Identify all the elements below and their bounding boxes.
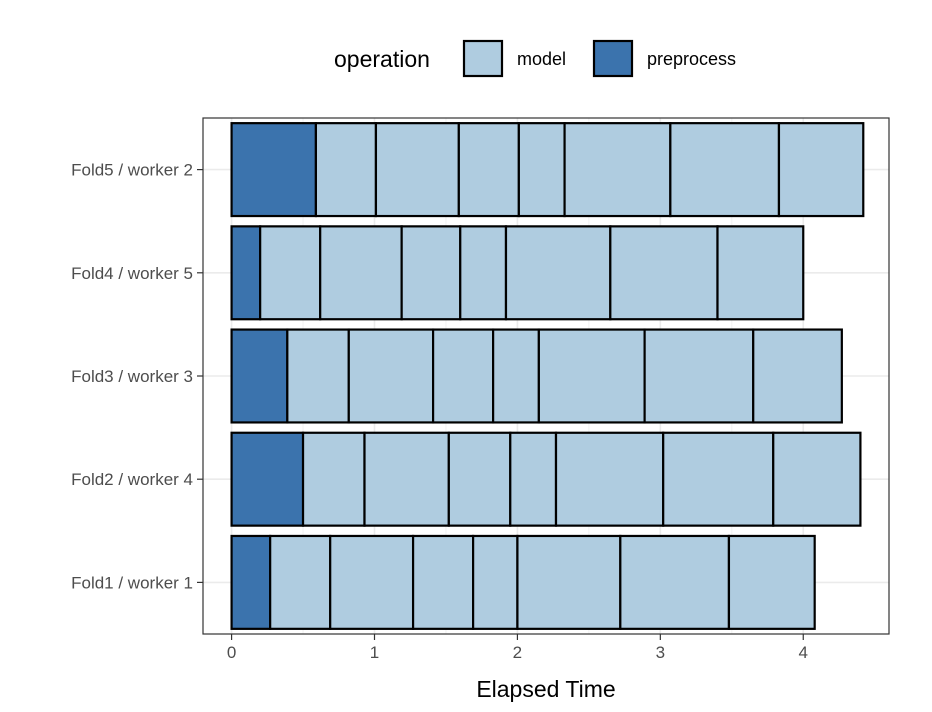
bar-segment-preprocess <box>230 534 272 630</box>
bar-segment-model <box>269 534 332 630</box>
x-axis: 0 1 2 3 4 <box>227 634 808 662</box>
y-axis: Fold1 / worker 1 Fold2 / worker 4 Fold3 / … <box>71 161 203 592</box>
bar-segment-model <box>662 431 775 527</box>
bar-segment-model <box>411 534 475 630</box>
legend-title: operation <box>334 46 430 72</box>
y-tick-label: Fold1 / worker 1 <box>71 573 193 592</box>
y-tick-label: Fold5 / worker 2 <box>71 161 193 180</box>
bar-segment-preprocess <box>230 225 262 321</box>
bar-segment-preprocess <box>230 122 318 218</box>
bar-group <box>230 534 816 630</box>
bar-segment-model <box>259 225 322 321</box>
legend-keys: model preprocess <box>462 39 736 78</box>
bar-segment-model <box>643 328 755 424</box>
y-tick-label: Fold3 / worker 3 <box>71 367 193 386</box>
bar-segment-model <box>504 225 612 321</box>
bar-segment-model <box>286 328 350 424</box>
bar-segment-model <box>517 122 566 218</box>
bar-segment-model <box>347 328 435 424</box>
bar-segment-model <box>301 431 366 527</box>
bar-segment-model <box>492 328 540 424</box>
legend-label-model: model <box>517 49 566 69</box>
y-tick-label: Fold4 / worker 5 <box>71 264 193 283</box>
bar-segment-model <box>537 328 646 424</box>
bar-segment-model <box>319 225 403 321</box>
bar-segment-model <box>619 534 731 630</box>
bar-segment-model <box>400 225 462 321</box>
bar-segment-model <box>752 328 843 424</box>
bar-segment-model <box>669 122 781 218</box>
bar-group <box>230 328 843 424</box>
x-axis-title: Elapsed Time <box>476 676 615 702</box>
bar-segment-preprocess <box>230 328 289 424</box>
bar-segment-model <box>457 122 520 218</box>
bar-group <box>230 122 865 218</box>
bar-segment-model <box>554 431 665 527</box>
legend-label-preprocess: preprocess <box>647 49 736 69</box>
bar-segment-model <box>772 431 862 527</box>
bar-segment-model <box>374 122 460 218</box>
bar-segment-model <box>516 534 622 630</box>
bar-segment-model <box>459 225 508 321</box>
x-tick-label: 2 <box>513 643 522 662</box>
bar-segment-model <box>472 534 519 630</box>
bar-segment-model <box>447 431 512 527</box>
bar-segment-model <box>609 225 719 321</box>
bar-segment-model <box>431 328 495 424</box>
y-tick-label: Fold2 / worker 4 <box>71 470 193 489</box>
bar-segment-model <box>314 122 378 218</box>
bar-segment-model <box>363 431 450 527</box>
bar-segment-model <box>509 431 558 527</box>
bars <box>230 122 865 630</box>
bar-group <box>230 225 805 321</box>
plot-panel <box>202 117 890 635</box>
bar-segment-model <box>716 225 805 321</box>
legend-key-preprocess <box>592 39 634 78</box>
bar-segment-model <box>563 122 672 218</box>
bar-group <box>230 431 862 527</box>
bar-segment-preprocess <box>230 431 305 527</box>
bar-segment-model <box>777 122 865 218</box>
legend-key-model <box>462 39 504 78</box>
x-tick-label: 1 <box>370 643 379 662</box>
x-tick-label: 3 <box>656 643 665 662</box>
legend: operation model preprocess <box>334 39 736 78</box>
x-tick-label: 4 <box>799 643 808 662</box>
bar-segment-model <box>329 534 415 630</box>
x-tick-label: 0 <box>227 643 236 662</box>
bar-segment-model <box>727 534 816 630</box>
